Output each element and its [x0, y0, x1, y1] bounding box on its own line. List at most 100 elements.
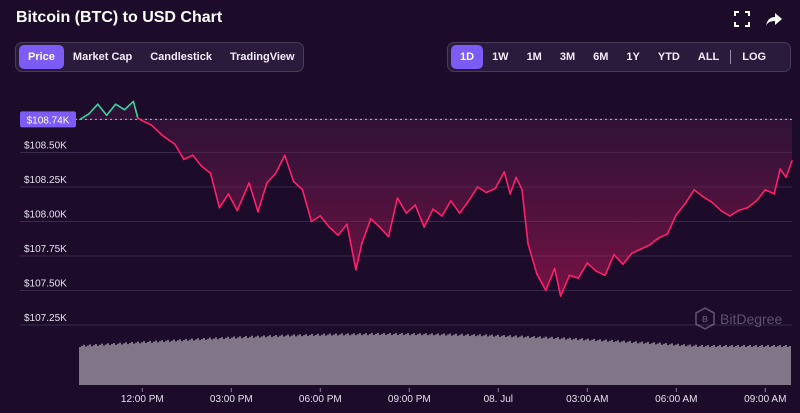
x-tick-label: 06:00 AM — [655, 394, 697, 405]
price-line-segment — [387, 197, 399, 238]
price-line-segment — [79, 113, 90, 121]
price-line-segment — [577, 262, 589, 279]
x-tick-label: 03:00 PM — [210, 394, 253, 405]
price-line-segment — [248, 182, 259, 213]
price-line-segment — [405, 204, 417, 215]
price-line-segment — [719, 209, 731, 217]
price-line-segment — [319, 215, 331, 228]
price-line-segment — [174, 143, 185, 161]
page-title: Bitcoin (BTC) to USD Chart — [16, 9, 223, 26]
price-line-segment — [559, 274, 571, 297]
tab-candlestick[interactable]: Candlestick — [150, 51, 212, 63]
price-line-segment — [183, 154, 194, 161]
price-line-segment — [648, 237, 660, 246]
x-tick-label: 03:00 AM — [566, 394, 608, 405]
price-line-segment — [485, 187, 497, 194]
x-tick-label: 12:00 PM — [121, 394, 164, 405]
price-line-segment — [441, 200, 452, 217]
tab-market-cap[interactable]: Market Cap — [72, 51, 133, 63]
price-line-segment — [141, 119, 152, 126]
range-tab-group: 1D 1W 1M 3M 6M 1Y YTD ALL LOG — [447, 42, 791, 72]
range-1d-button[interactable]: 1D — [451, 45, 484, 69]
volume-bars — [79, 333, 791, 385]
price-line-segment — [622, 252, 633, 266]
price-line-segment — [191, 154, 203, 168]
current-price-label: $108.74K — [20, 111, 76, 128]
price-line-segment — [728, 209, 740, 217]
price-line-segment — [114, 103, 126, 111]
price-line-segment — [355, 242, 363, 271]
price-line-segment — [257, 182, 268, 213]
price-line-segment — [301, 188, 313, 223]
price-line-segment — [785, 159, 793, 179]
price-line-segment — [88, 103, 99, 115]
price-line-segment — [396, 197, 408, 215]
price-line-segment — [693, 188, 704, 198]
price-line-segment — [132, 100, 139, 119]
x-tick-label: 09:00 PM — [388, 394, 431, 405]
tab-tradingview[interactable]: TradingView — [229, 51, 295, 63]
y-tick-label: $108.25K — [24, 175, 67, 186]
price-line-segment — [328, 226, 339, 237]
price-line-segment — [476, 186, 488, 194]
price-line-segment — [283, 154, 295, 183]
price-line-segment — [369, 217, 381, 228]
fullscreen-icon[interactable] — [733, 10, 751, 28]
bitdegree-watermark: B BitDegree — [695, 307, 782, 330]
y-tick-label: $108.00K — [24, 210, 67, 221]
price-line-segment — [414, 204, 425, 228]
price-line-segment — [764, 188, 776, 195]
share-icon[interactable] — [765, 10, 783, 28]
price-line-segment — [666, 213, 678, 235]
price-line-segment — [236, 182, 250, 212]
price-line-segment — [292, 180, 304, 191]
range-ytd-button[interactable]: YTD — [657, 51, 680, 63]
x-tick-label: 08. Jul — [484, 394, 513, 405]
y-tick-label: $108.50K — [24, 141, 67, 152]
price-line-segment — [536, 273, 547, 292]
price-line-segment — [218, 193, 230, 209]
price-line-segment — [105, 103, 117, 117]
price-line-segment — [337, 223, 348, 237]
price-line-segment — [346, 223, 357, 271]
price-line-segment — [675, 202, 687, 216]
price-line-segment — [568, 274, 580, 279]
bitdegree-logo-icon — [695, 307, 715, 330]
price-line-segment — [423, 208, 434, 228]
price-line-segment — [274, 154, 286, 174]
current-price-value: $108.74K — [27, 115, 70, 126]
range-all-button[interactable]: ALL — [697, 51, 720, 63]
divider — [730, 50, 732, 64]
price-line-segment — [361, 217, 372, 245]
price-line-segment — [630, 248, 642, 255]
price-line-segment — [515, 176, 523, 191]
price-line-segment — [97, 103, 108, 117]
range-6m-button[interactable]: 6M — [593, 51, 609, 63]
log-scale-button[interactable]: LOG — [742, 51, 767, 63]
price-line-segment — [310, 215, 322, 223]
price-line-segment — [755, 188, 767, 202]
price-line-segment — [779, 168, 787, 179]
range-3m-button[interactable]: 3M — [559, 51, 576, 63]
price-line-segment — [227, 193, 239, 212]
x-tick-label: 09:00 AM — [744, 394, 786, 405]
price-line-segment — [702, 195, 713, 203]
y-tick-label: $107.25K — [24, 313, 67, 324]
price-line-segment — [503, 171, 511, 195]
price-line-segment — [162, 135, 176, 146]
price-line-segment — [595, 270, 606, 277]
price-line-segment — [737, 206, 749, 212]
price-line-segment — [450, 200, 461, 215]
range-1m-button[interactable]: 1M — [526, 51, 542, 63]
range-1y-button[interactable]: 1Y — [626, 51, 640, 63]
price-line-segment — [586, 262, 598, 272]
price-line-segment — [494, 171, 506, 190]
tab-price[interactable]: Price — [19, 45, 64, 69]
y-tick-label: $107.50K — [24, 279, 67, 290]
price-line-segment — [657, 233, 669, 239]
price-line-segment — [746, 200, 758, 209]
price-line-segment — [467, 186, 479, 202]
range-1w-button[interactable]: 1W — [492, 51, 509, 63]
price-line-segment — [527, 242, 538, 275]
